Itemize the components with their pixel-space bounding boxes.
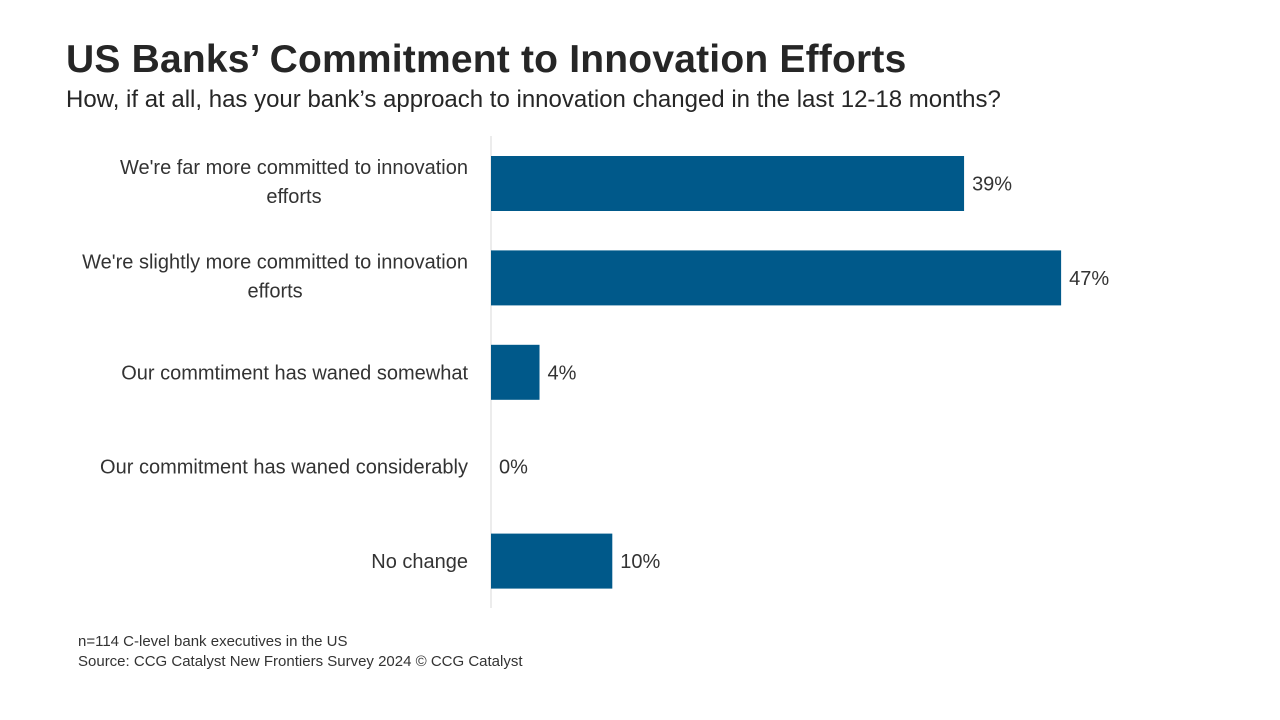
value-label-4: 10% [620,551,660,573]
source-note: Source: CCG Catalyst New Frontiers Surve… [78,653,523,670]
category-label-4: No change [371,551,468,573]
category-label-line: We're far more committed to innovation [120,157,468,179]
sample-note: n=114 C-level bank executives in the US [78,633,348,650]
value-label-1: 47% [1069,268,1109,290]
category-label-2: Our commtiment has waned somewhat [121,362,468,384]
category-label-1-line-2: efforts [247,280,302,302]
category-label-line: We're slightly more committed to innovat… [82,251,468,273]
bar-4 [491,533,613,589]
category-label-1: We're slightly more committed to innovat… [82,251,468,273]
category-label-3: Our commitment has waned considerably [100,457,468,479]
category-label-0-line-2: efforts [266,186,321,208]
bar-1 [491,250,1062,306]
bar-2 [491,344,540,400]
value-label-0: 39% [972,174,1012,196]
category-label-0: We're far more committed to innovation [120,157,468,179]
bar-0 [491,156,965,211]
value-label-3: 0% [499,457,528,479]
chart-subtitle: How, if at all, has your bank’s approach… [66,86,1001,113]
value-label-2: 4% [548,362,577,384]
footnote: n=114 C-level bank executives in the US … [78,632,523,672]
chart-title: US Banks’ Commitment to Innovation Effor… [66,38,907,81]
